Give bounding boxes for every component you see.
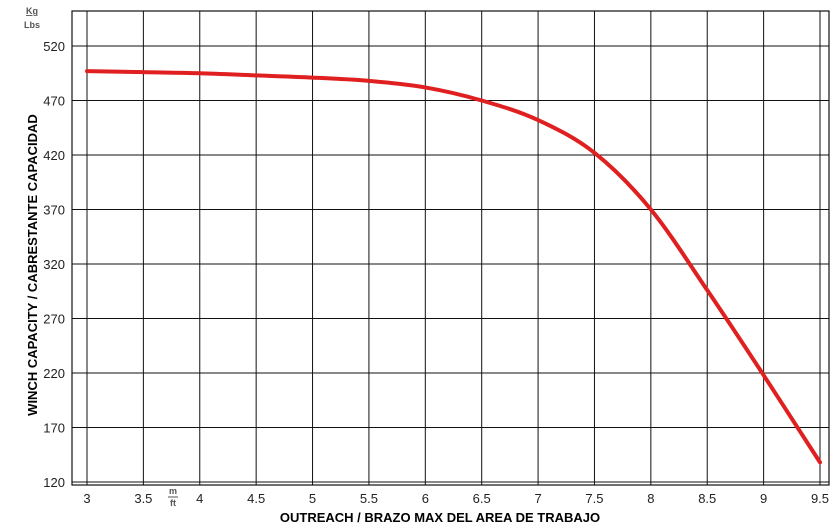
y-axis-title: WINCH CAPACITY / CABRESTANTE CAPACIDAD bbox=[25, 114, 40, 416]
x-tick-label: 8.5 bbox=[698, 491, 716, 506]
plot-border bbox=[71, 10, 830, 486]
x-tick-label: 7.5 bbox=[585, 491, 603, 506]
y-unit-top: Kg bbox=[26, 6, 38, 16]
x-tick-label: 9 bbox=[760, 491, 767, 506]
y-tick-label: 220 bbox=[43, 366, 65, 381]
series-layer bbox=[85, 69, 822, 465]
x-tick-label: 4.5 bbox=[247, 491, 265, 506]
plot-frame bbox=[71, 10, 830, 486]
y-tick-labels: 520 470 420 370 320 270 220 170 120 bbox=[43, 39, 65, 490]
x-tick-label: 6.5 bbox=[473, 491, 491, 506]
x-tick-label: 7 bbox=[534, 491, 541, 506]
x-unit-bottom: ft bbox=[170, 498, 176, 508]
y-tick-label: 420 bbox=[43, 148, 65, 163]
y-tick-label: 370 bbox=[43, 203, 65, 218]
x-tick-label: 5.5 bbox=[360, 491, 378, 506]
y-unit-bottom: Lbs bbox=[24, 20, 40, 30]
capacity-curve bbox=[85, 69, 822, 465]
y-tick-label: 170 bbox=[43, 421, 65, 436]
x-tick-label: 3.5 bbox=[134, 491, 152, 506]
y-tick-label: 120 bbox=[43, 475, 65, 490]
y-tick-label: 470 bbox=[43, 94, 65, 109]
x-tick-labels: 3 3.5 4 4.5 5 5.5 6 6.5 7 7.5 8 8.5 9 9.5 bbox=[83, 491, 829, 506]
grid-lines bbox=[72, 11, 829, 485]
x-tick-label: 5 bbox=[309, 491, 316, 506]
x-axis-title: OUTREACH / BRAZO MAX DEL AREA DE TRABAJO bbox=[280, 510, 600, 525]
x-tick-label: 8 bbox=[647, 491, 654, 506]
y-tick-label: 270 bbox=[43, 312, 65, 327]
y-tick-label: 320 bbox=[43, 257, 65, 272]
y-tick-label: 520 bbox=[43, 39, 65, 54]
x-tick-label: 3 bbox=[83, 491, 90, 506]
x-tick-label: 6 bbox=[422, 491, 429, 506]
x-tick-label: 9.5 bbox=[811, 491, 829, 506]
x-tick-label: 4 bbox=[196, 491, 203, 506]
x-unit-top: m bbox=[169, 486, 177, 496]
